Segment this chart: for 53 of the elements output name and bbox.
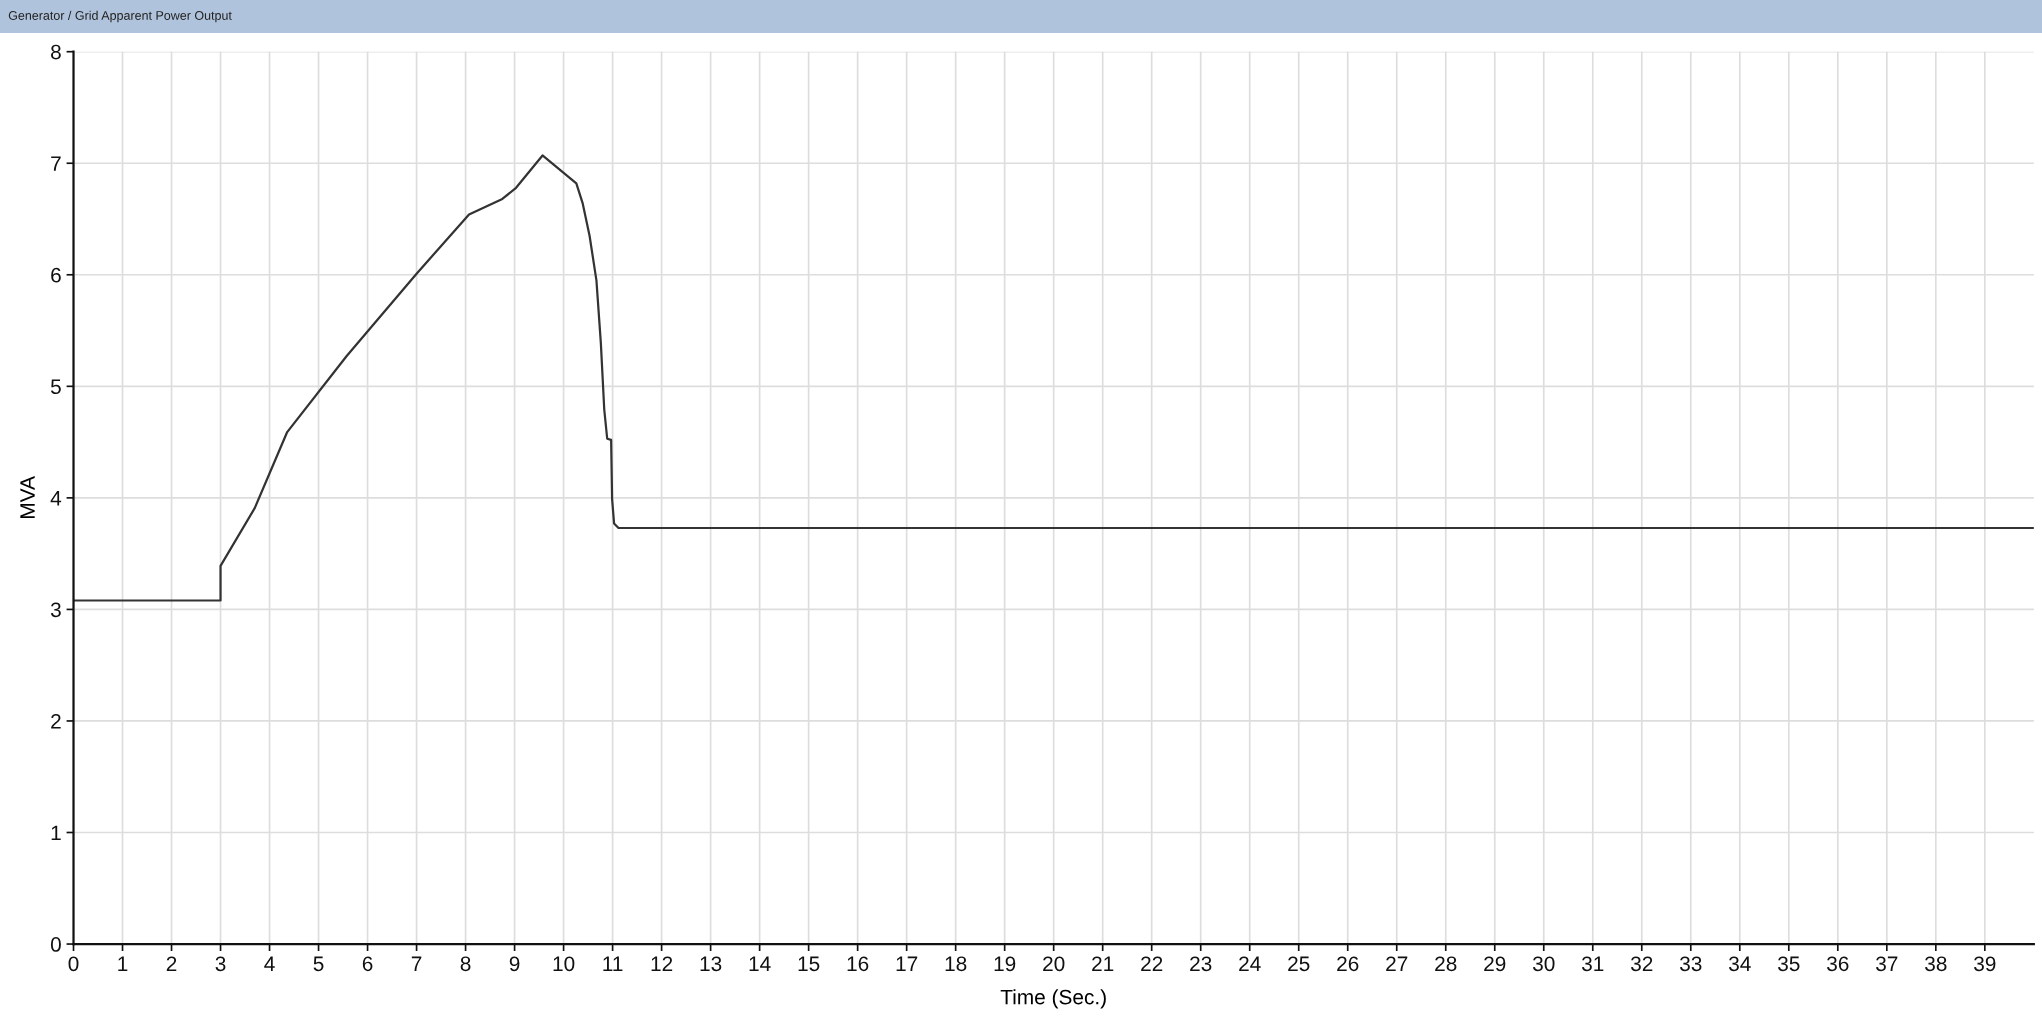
y-tick-label: 2 [51,713,61,729]
x-tick-label: 13 [700,956,722,972]
x-tick-label: 29 [1484,956,1506,972]
x-tick-label: 1 [118,956,128,971]
x-tick-label: 36 [1827,956,1849,972]
x-tick-label: 3 [215,956,226,972]
x-tick-label: 0 [68,956,79,972]
x-tick-label: 10 [553,956,575,972]
x-tick-label: 2 [166,956,177,971]
x-tick-label: 37 [1876,956,1898,972]
x-tick-label: 31 [1581,956,1604,972]
y-tick-label: 8 [51,44,61,60]
x-tick-label: 33 [1679,956,1702,972]
x-tick-label: 34 [1728,956,1751,972]
x-tick-label: 39 [1974,956,1996,972]
x-tick-label: 25 [1288,956,1310,972]
y-tick-label: 5 [50,379,61,395]
line-series [73,154,2034,602]
x-tick-label: 6 [362,956,373,972]
y-tick-label: 1 [51,825,61,841]
x-tick-label: 9 [509,956,520,972]
x-tick-label: 17 [896,956,918,971]
x-tick-label: 11 [603,956,623,971]
x-tick-label: 30 [1532,956,1555,972]
x-tick-label: 26 [1337,956,1359,972]
x-tick-label: 12 [651,956,673,971]
y-tick-label: 7 [51,156,61,171]
x-tick-label: 15 [798,956,820,972]
y-tick-label: 4 [50,491,62,506]
x-tick-label: 7 [411,956,422,971]
x-tick-label: 4 [264,956,275,971]
x-tick-label: 32 [1630,956,1653,972]
x-tick-label: 18 [945,956,967,972]
x-tick-label: 21 [1092,956,1114,971]
y-axis-title: MVA [20,476,35,518]
x-tick-label: 27 [1386,956,1408,971]
x-tick-label: 8 [460,956,471,972]
x-tick-label: 24 [1239,956,1261,971]
x-tick-label: 22 [1141,956,1163,971]
x-tick-label: 19 [994,956,1016,972]
x-tick-label: 23 [1190,956,1212,972]
x-tick-label: 16 [847,956,869,972]
x-tick-label: 20 [1043,956,1065,972]
chart-title: Generator / Grid Apparent Power Output [8,10,232,23]
x-tick-label: 5 [313,956,324,972]
x-tick-label: 14 [749,956,771,971]
y-tick-label: 3 [50,602,61,618]
x-tick-label: 38 [1925,956,1947,972]
y-tick-label: 0 [50,937,61,952]
x-tick-label: 28 [1435,956,1457,972]
y-tick-label: 6 [51,267,61,283]
x-tick-label: 35 [1778,956,1800,972]
x-axis-title: Time (Sec.) [1000,989,1106,1009]
